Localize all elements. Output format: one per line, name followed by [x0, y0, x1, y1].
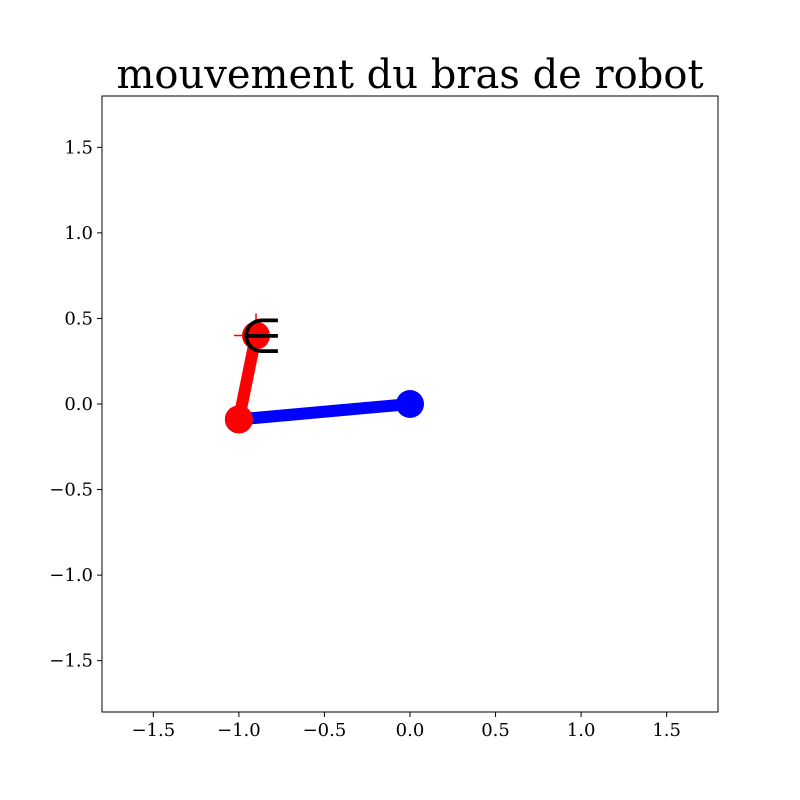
x-tick-label: −1.0 — [217, 720, 261, 741]
forearm-joint — [224, 405, 253, 434]
y-tick-label: −1.0 — [49, 565, 93, 586]
x-tick-label: 0.0 — [396, 720, 425, 741]
x-axis: −1.5 −1.0 −0.5 0.0 0.5 1.0 1.5 — [131, 712, 681, 741]
upper-arm-link — [238, 398, 411, 426]
x-tick-label: −1.5 — [131, 720, 175, 741]
target-annotation: ∈ — [240, 309, 282, 365]
y-tick-label: 0.0 — [64, 394, 93, 415]
y-tick-label: 1.0 — [64, 223, 93, 244]
x-tick-label: −0.5 — [303, 720, 347, 741]
y-tick-label: −0.5 — [49, 480, 93, 501]
y-tick-label: 0.5 — [64, 308, 93, 329]
y-tick-label: 1.5 — [64, 137, 93, 158]
x-tick-label: 1.5 — [652, 720, 681, 741]
y-tick-label: −1.5 — [49, 651, 93, 672]
forearm-link — [233, 334, 262, 421]
x-tick-label: 0.5 — [481, 720, 510, 741]
plot-area: ∈ — [224, 309, 424, 434]
x-tick-label: 1.0 — [567, 720, 596, 741]
upper-arm-joint — [396, 390, 424, 418]
chart-title: mouvement du bras de robot — [116, 52, 703, 98]
y-axis: −1.5 −1.0 −0.5 0.0 0.5 1.0 1.5 — [49, 137, 102, 672]
